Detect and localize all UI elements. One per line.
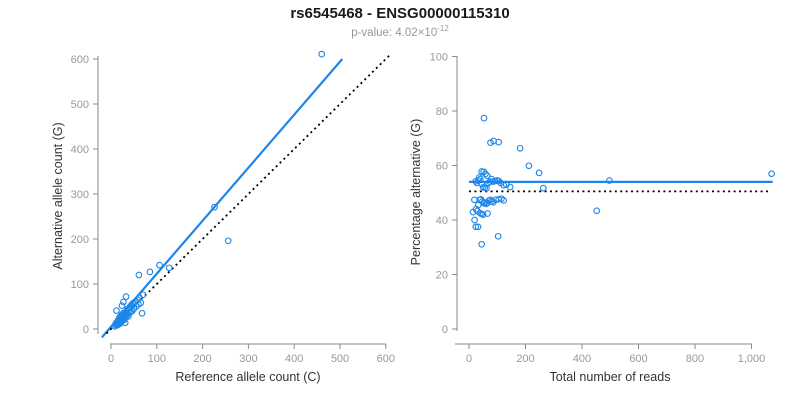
scatter-point [483,185,490,192]
scatter-point [146,268,154,276]
x-tick-label: 200 [516,353,534,365]
scatter-point [137,299,145,307]
y-tick-label: 500 [71,99,89,111]
scatter-point [495,177,503,185]
scatter-point [318,50,326,58]
scatter-point [118,302,126,309]
scatter-point [138,309,146,317]
x-tick-label: 300 [239,353,257,365]
scatter-point [488,197,496,205]
scatter-point [516,144,524,152]
p-value-base: ×10 [417,26,438,39]
scatter-point [484,210,491,217]
scatter-point [135,271,143,279]
scatter-point [483,172,491,179]
y-tick-label: 400 [71,144,89,156]
scatter-point [165,264,173,272]
scatter-point [156,261,163,269]
data-points [469,114,775,248]
scatter-point [113,307,120,314]
x-tick-label: 0 [466,353,472,365]
scatter-point [478,240,486,248]
x-tick-label: 1,000 [738,353,766,365]
axes: 0 200 400 600 800 1,000 0 20 40 60 80 100 [430,52,766,366]
x-tick-label: 200 [193,353,211,365]
scatter-point [120,298,127,306]
scatter-point [480,114,488,122]
p-value-label: p-value: [351,26,396,39]
scatter-point [482,170,489,178]
scatter-point [506,183,514,191]
y-axis-title: Percentage alternative (G) [409,119,423,266]
scatter-point [494,232,502,240]
left-scatter-plot: 0 100 200 300 400 500 600 0 100 200 300 400 500 600 Re… [51,50,395,384]
identity-line [105,52,392,335]
scatter-point [535,169,543,177]
regression-line [101,58,344,339]
y-tick-label: 600 [71,54,89,66]
scatter-point [525,162,533,170]
scatter-point [487,139,494,146]
scatter-point [139,291,147,299]
scatter-point [539,184,547,192]
data-points [111,50,326,330]
scatter-point [224,237,232,245]
p-value-mantissa: 4.02 [395,26,418,39]
plot-title: rs6545468 - ENSG00000115310 [290,5,510,22]
right-scatter-plot: 0 200 400 600 800 1,000 0 20 40 60 80 100 Total numb… [409,52,775,384]
scatter-point [122,293,130,300]
axes: 0 100 200 300 400 500 600 0 100 200 300 400 500 600 [71,54,395,365]
scatter-point [606,177,613,184]
y-tick-label: 200 [71,234,89,246]
header: rs6545468 - ENSG00000115310 p-value: 4.0… [0,5,800,40]
y-tick-label: 100 [430,52,448,64]
y-axis-title: Alternative allele count (G) [51,122,65,269]
y-tick-label: 40 [436,215,448,227]
scatter-point [474,223,482,231]
y-tick-label: 0 [83,324,89,336]
x-axis-title: Total number of reads [550,370,671,384]
x-tick-label: 500 [331,353,349,365]
y-tick-label: 300 [71,189,89,201]
y-tick-label: 80 [436,106,448,118]
x-tick-label: 400 [573,353,591,365]
scatter-point [121,319,129,327]
y-tick-label: 60 [436,161,448,173]
x-tick-label: 100 [148,353,166,365]
scatter-point [476,175,484,183]
p-value-exponent: -12 [437,24,449,33]
x-tick-label: 600 [377,353,395,365]
scatter-point [479,211,487,218]
p-value-subtitle: p-value: 4.02×10-12 [0,22,800,40]
x-axis-title: Reference allele count (C) [175,370,320,384]
y-tick-label: 20 [436,270,448,282]
y-tick-label: 0 [442,324,448,336]
x-tick-label: 400 [285,353,303,365]
scatter-point [593,207,601,215]
x-tick-label: 600 [629,353,647,365]
scatter-point [481,199,489,206]
scatter-point [500,181,508,189]
x-tick-label: 800 [686,353,704,365]
x-tick-label: 0 [108,353,114,365]
scatter-point [500,197,508,204]
scatter-point [471,216,478,224]
scatter-point [768,170,775,178]
scatter-point [475,174,483,181]
y-tick-label: 100 [71,279,89,291]
scatter-point [211,203,218,211]
scatter-point [472,223,480,231]
